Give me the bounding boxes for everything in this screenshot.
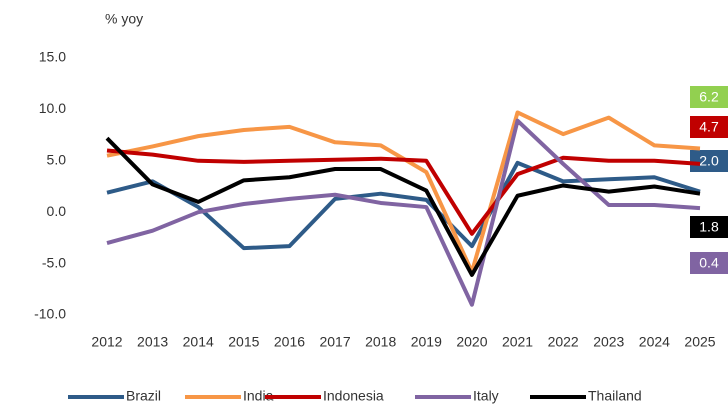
x-tick-label: 2013 bbox=[137, 334, 168, 350]
legend-label: India bbox=[243, 388, 274, 404]
x-tick-label: 2019 bbox=[411, 334, 442, 350]
legend-label: Indonesia bbox=[323, 388, 384, 404]
x-tick-label: 2018 bbox=[365, 334, 396, 350]
end-label: 2.0 bbox=[699, 153, 719, 169]
y-tick-label: 0.0 bbox=[47, 203, 67, 219]
x-tick-label: 2020 bbox=[456, 334, 487, 350]
x-tick-label: 2024 bbox=[639, 334, 670, 350]
x-tick-label: 2021 bbox=[502, 334, 533, 350]
end-label-box bbox=[690, 150, 728, 172]
end-label-box bbox=[690, 86, 728, 108]
end-label: 4.7 bbox=[699, 119, 719, 135]
legend-label: Italy bbox=[473, 388, 499, 404]
end-label-box bbox=[690, 216, 728, 238]
y-tick-label: -10.0 bbox=[34, 306, 66, 322]
end-label: 0.4 bbox=[699, 255, 719, 271]
x-tick-label: 2023 bbox=[593, 334, 624, 350]
series-line bbox=[105, 136, 701, 277]
x-tick-label: 2017 bbox=[319, 334, 350, 350]
series-line bbox=[106, 118, 701, 307]
y-tick-label: 10.0 bbox=[39, 100, 66, 116]
end-label: 1.8 bbox=[699, 219, 719, 235]
x-tick-label: 2014 bbox=[183, 334, 214, 350]
x-tick-label: 2016 bbox=[274, 334, 305, 350]
legend-label: Brazil bbox=[126, 388, 161, 404]
series-line bbox=[106, 148, 701, 236]
x-tick-label: 2012 bbox=[91, 334, 122, 350]
y-tick-label: 15.0 bbox=[39, 49, 66, 65]
x-tick-label: 2015 bbox=[228, 334, 259, 350]
chart-title: % yoy bbox=[105, 11, 143, 27]
end-label-box bbox=[690, 252, 728, 274]
end-label-box bbox=[690, 116, 728, 138]
legend-label: Thailand bbox=[588, 388, 642, 404]
x-tick-label: 2022 bbox=[548, 334, 579, 350]
x-tick-label: 2025 bbox=[684, 334, 715, 350]
end-label: 6.2 bbox=[699, 89, 719, 105]
series-line bbox=[106, 160, 701, 251]
y-tick-label: -5.0 bbox=[42, 254, 66, 270]
y-tick-label: 5.0 bbox=[47, 152, 67, 168]
